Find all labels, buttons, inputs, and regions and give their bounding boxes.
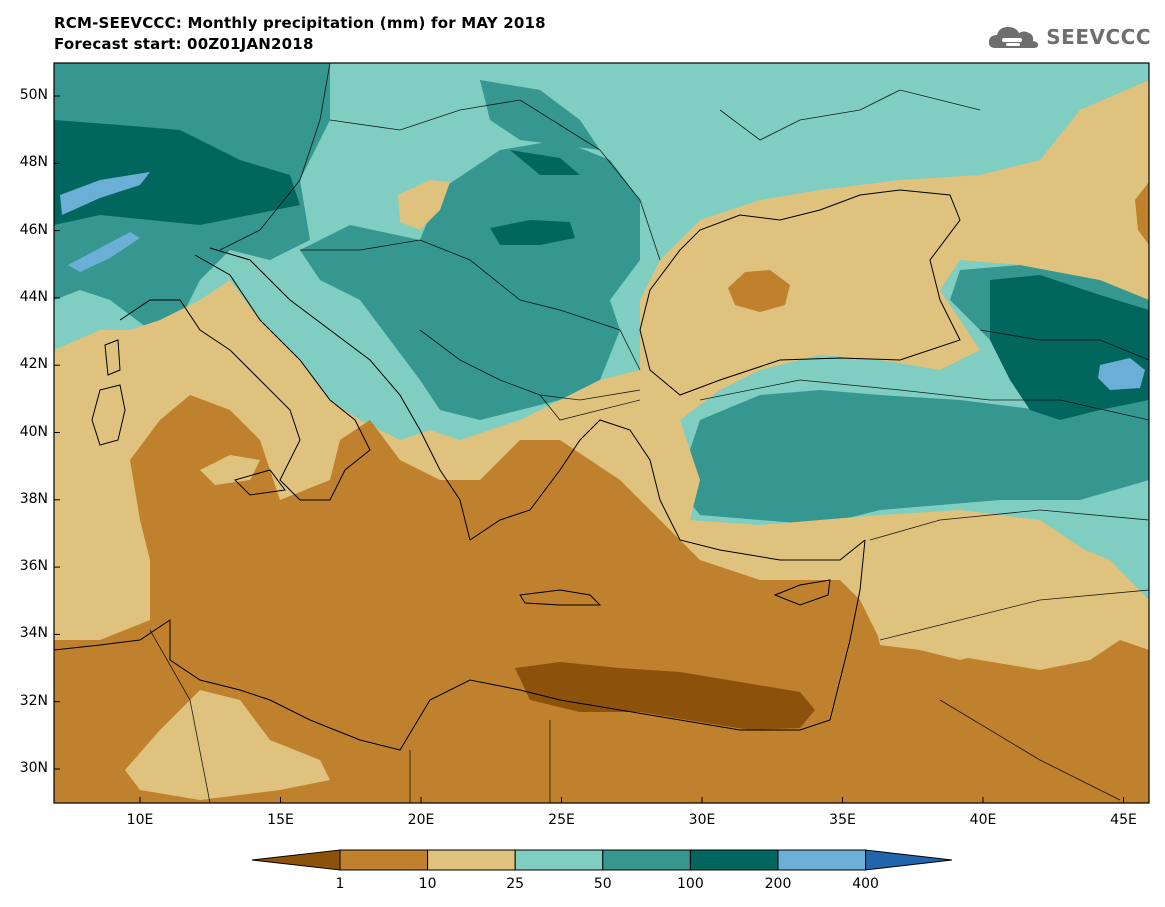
coastline-corsica [104,339,121,376]
field-below-1-libya [515,662,815,730]
logo-text: SEEVCCC [1046,25,1151,49]
field-1-10-mediterranean [54,395,1149,803]
border-14 [979,329,1149,361]
border-2 [329,99,661,261]
field-50-100-balkans [300,140,640,420]
lon-label: 30E [688,812,716,828]
field-200-400-alps-east [68,232,140,272]
field-10-25-hungary [398,180,450,230]
lat-label: 50N [19,87,48,103]
border-4 [419,329,641,401]
colorbar-label: 25 [506,876,525,892]
lon-label: 15E [267,812,294,828]
seevccc-logo: SEEVCCC [986,22,1151,52]
map-title: RCM-SEEVCCC: Monthly precipitation (mm) … [54,14,546,32]
colorbar-swatch [777,849,867,871]
colorbar-high-extend [865,849,953,871]
lat-label: 42N [19,356,48,373]
field-1-10-black-sea [728,270,790,312]
colorbar-swatch [689,849,779,871]
field-200-400-swiss [60,172,150,215]
colorbar-label: 200 [764,876,792,892]
field-100-200-north-slovakia [510,150,580,175]
border-8 [879,589,1149,641]
colorbar-label: 100 [677,876,704,892]
coastline-levant [829,539,866,721]
field-100-200-carpathian [490,220,575,245]
field-1-10-east-turkey [1135,182,1149,245]
colorbar-low-extend [251,849,341,871]
colorbar-swatch [514,849,604,871]
lat-label: 40N [19,423,48,440]
border-13 [719,89,981,141]
field-10-25-syria [870,530,1149,670]
cloud-logo-icon [989,27,1039,48]
lon-label: 10E [126,812,154,828]
coastline-sicily [234,469,286,496]
coastline-italy [119,254,371,501]
colorbar-label: 1 [335,876,345,892]
coastline-greece [469,419,866,561]
lat-label: 32N [19,692,48,709]
coastline-sardinia [91,384,126,446]
lon-label: 25E [548,812,575,828]
coastline-black-sea [639,189,961,396]
border-5 [539,394,641,421]
coastline-adriatic [209,247,471,541]
border-9 [939,699,1121,801]
colorbar-label: 400 [852,876,879,892]
lat-label: 36N [19,558,48,575]
lat-label: 48N [19,154,48,171]
coastline-north-africa [54,619,831,751]
field-50-100-danube [480,80,600,150]
lon-label: 35E [829,812,856,828]
lon-label: 40E [969,812,997,828]
border-1 [219,63,331,251]
lat-label: 38N [19,490,48,507]
field-10-25-tunisia [125,690,330,800]
lat-label: 44N [19,288,48,305]
colorbar-swatch [602,849,691,871]
lat-label: 46N [19,221,48,238]
border-6 [699,379,1149,421]
field-100-200-alps-north [54,120,300,225]
field-50-100-anatolia [680,390,1149,525]
lat-label: 34N [19,625,48,642]
lon-label: 45E [1110,812,1137,828]
colorbar-swatch [339,849,429,871]
colorbar-label: 50 [593,876,612,892]
lat-label: 30N [19,760,48,776]
field-200-400-georgia [1098,358,1145,390]
border-12 [149,629,211,803]
colorbar [251,849,953,871]
border-3 [300,239,641,371]
coastline-crete [519,589,602,606]
forecast-start-subtitle: Forecast start: 00Z01JAN2018 [54,35,314,53]
colorbar-swatch [427,849,516,871]
colorbar-label: 10 [418,876,437,892]
border-7 [869,509,1149,541]
lon-label: 20E [407,812,435,828]
coastline-cyprus [773,579,831,606]
